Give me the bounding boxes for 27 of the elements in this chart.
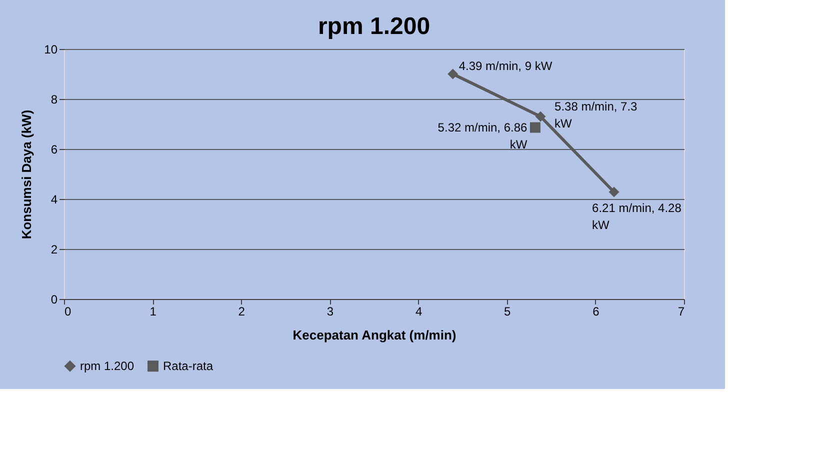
y-tick-label: 0 [50,292,58,306]
y-tick-label: 2 [50,242,58,256]
chart-title: rpm 1.200 [318,13,430,40]
point [608,186,620,198]
x-axis-title: Kecepatan Angkat (m/min) [292,328,456,342]
y-tick-label: 8 [50,92,58,106]
x-tick-label: 2 [238,304,246,318]
annotation: 6.21 m/min, 4.28 kW [592,201,682,232]
y-axis-title: Konsumsi Daya (kW) [19,110,34,240]
x-tick-label: 4 [415,304,422,318]
y-tick-label: 4 [50,192,58,206]
x-tick-label: 5 [504,304,512,318]
annotation: 5.32 m/min, 6.86 kW [438,120,528,152]
legend-label: Rata-rata [163,359,214,374]
x-tick-label: 6 [592,304,600,318]
x-tick-label: 3 [326,304,334,318]
legend-label: rpm 1.200 [80,359,134,374]
annotation: 5.38 m/min, 7.3 kW [554,100,638,130]
point [448,68,458,80]
x-tick-label: 7 [678,304,685,318]
y-tick-label: 10 [44,42,58,56]
x-tick-label: 0 [64,304,72,318]
point [530,122,540,133]
point [535,111,546,122]
annotation: 4.39 m/min, 9 kW [458,59,553,73]
y-tick-label: 6 [50,142,58,156]
x-tick-label: 1 [150,304,157,318]
